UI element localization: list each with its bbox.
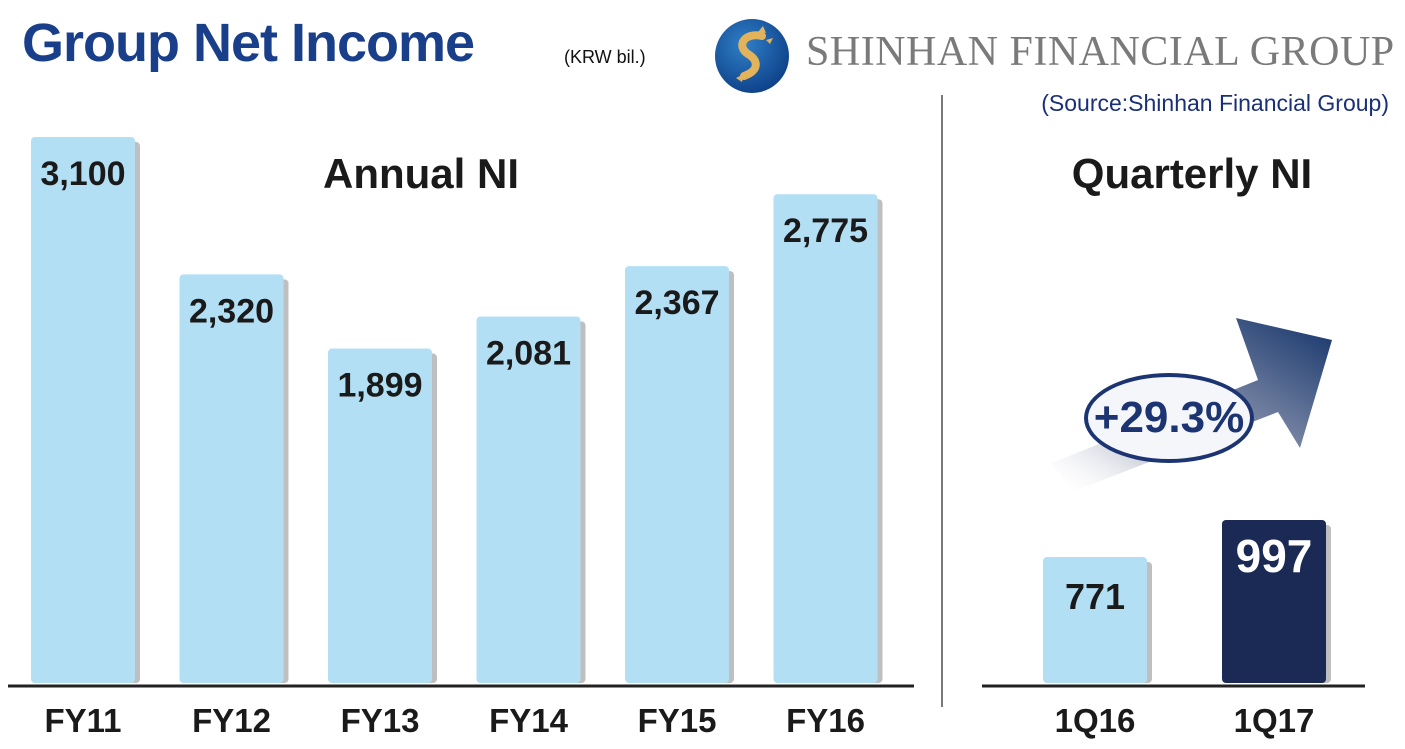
unit-label: (KRW bil.) bbox=[564, 47, 646, 67]
shinhan-logo-icon bbox=[715, 19, 789, 93]
annual-chart-title: Annual NI bbox=[323, 150, 519, 197]
bar-1Q17 bbox=[1222, 519, 1326, 683]
quarterly-chart-title: Quarterly NI bbox=[1071, 150, 1313, 197]
bar-FY11 bbox=[31, 137, 135, 683]
category-label-FY14: FY14 bbox=[489, 702, 569, 739]
category-label-FY13: FY13 bbox=[341, 702, 420, 739]
source-note: (Source:Shinhan Financial Group) bbox=[1041, 90, 1389, 116]
category-label-FY11: FY11 bbox=[44, 702, 121, 739]
panel-divider bbox=[941, 95, 943, 707]
data-label-FY12: 2,320 bbox=[189, 292, 274, 330]
growth-rate-label: +29.3% bbox=[1093, 393, 1245, 442]
category-label-1Q16: 1Q16 bbox=[1055, 702, 1136, 739]
category-label-FY12: FY12 bbox=[192, 702, 271, 739]
data-label-1Q17: 997 bbox=[1236, 530, 1313, 582]
bar-FY16 bbox=[773, 194, 878, 683]
bar-1Q16 bbox=[1043, 556, 1147, 683]
data-label-FY13: 1,899 bbox=[337, 367, 422, 405]
data-label-FY14: 2,081 bbox=[486, 334, 571, 372]
data-label-FY16: 2,775 bbox=[783, 212, 868, 250]
data-label-1Q16: 771 bbox=[1065, 576, 1125, 617]
growth-badge: +29.3% bbox=[1084, 373, 1254, 463]
bar-FY13 bbox=[328, 348, 432, 683]
brand-name: SHINHAN FINANCIAL GROUP bbox=[806, 29, 1395, 75]
data-label-FY11: 3,100 bbox=[40, 155, 125, 193]
bar-FY14 bbox=[476, 316, 581, 683]
bar-FY15 bbox=[625, 266, 729, 683]
category-label-FY15: FY15 bbox=[638, 702, 717, 739]
page-title: Group Net Income bbox=[22, 13, 475, 73]
category-label-FY16: FY16 bbox=[786, 702, 865, 739]
bar-FY12 bbox=[179, 274, 284, 683]
data-label-FY15: 2,367 bbox=[634, 284, 719, 322]
category-label-1Q17: 1Q17 bbox=[1234, 702, 1315, 739]
